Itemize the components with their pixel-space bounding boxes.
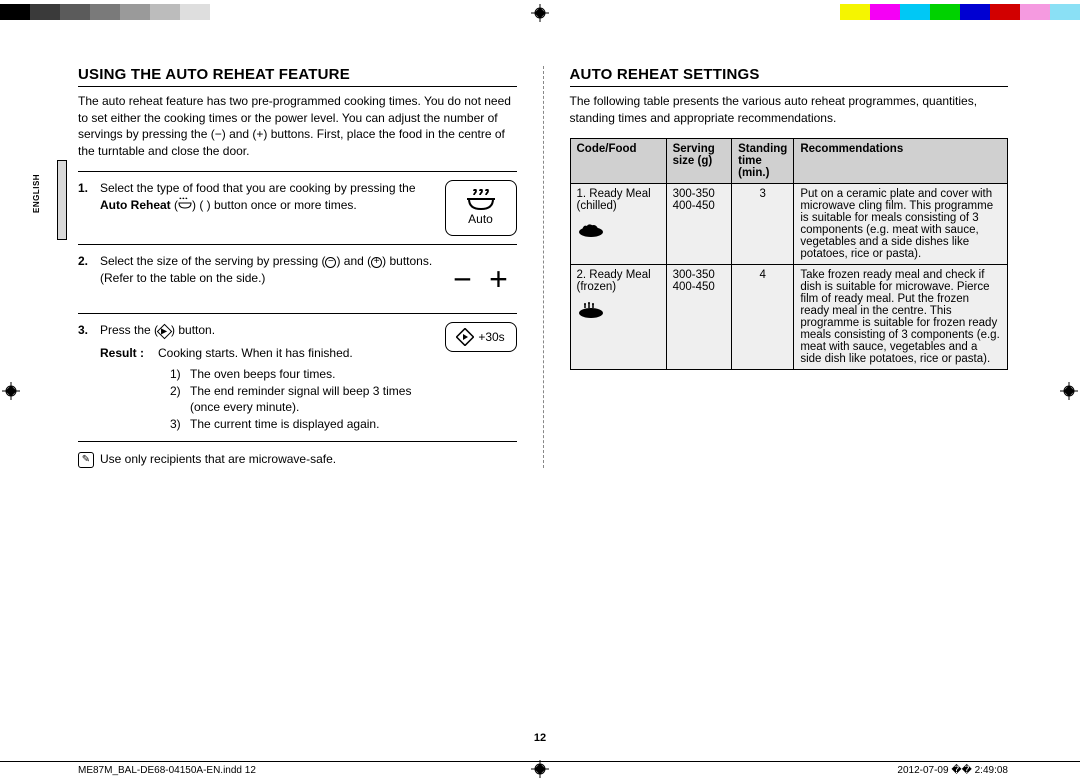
step-2: 2. Select the size of the serving by pre… (78, 244, 517, 313)
col-code-food: Code/Food (570, 139, 666, 184)
plus-inline-icon: + (371, 257, 382, 268)
registration-mark-top (531, 4, 549, 22)
step-1: 1. Select the type of food that you are … (78, 171, 517, 244)
cell-serving: 300-350400-450 (666, 184, 732, 265)
food-plate-icon (577, 301, 660, 322)
note: ✎ Use only recipients that are microwave… (78, 452, 517, 468)
auto-label: Auto (468, 211, 493, 228)
right-intro: The following table presents the various… (570, 93, 1009, 126)
cell-code-food: 1. Ready Meal(chilled) (570, 184, 666, 265)
col-standing: Standing time (min.) (732, 139, 794, 184)
plus-icon: + (489, 257, 508, 302)
language-label: ENGLISH (32, 174, 41, 213)
left-intro: The auto reheat feature has two pre-prog… (78, 93, 517, 159)
step-number: 2. (78, 253, 92, 270)
step-3: 3. Press the (▶) button. Result : Cookin… (78, 313, 517, 442)
minus-plus-icon-box: −+ (445, 253, 517, 305)
left-column: USING THE AUTO REHEAT FEATURE The auto r… (78, 66, 517, 468)
table-row: 1. Ready Meal(chilled)300-350400-4503Put… (570, 184, 1008, 265)
steam-bowl-icon (464, 189, 498, 211)
table-row: 2. Ready Meal(frozen)300-350400-4504Take… (570, 265, 1008, 370)
table-body: 1. Ready Meal(chilled)300-350400-4503Put… (570, 184, 1008, 370)
right-heading: AUTO REHEAT SETTINGS (570, 66, 1009, 87)
cell-recommendations: Take frozen ready meal and check if dish… (794, 265, 1008, 370)
step-body: Select the size of the serving by pressi… (100, 253, 437, 287)
cell-serving: 300-350400-450 (666, 265, 732, 370)
result-block: Result : Cooking starts. When it has fin… (100, 345, 437, 433)
page-number: 12 (0, 732, 1080, 744)
minus-icon: − (453, 257, 472, 302)
page: ENGLISH USING THE AUTO REHEAT FEATURE Th… (0, 0, 1080, 782)
plus-30s-label: +30s (478, 329, 504, 346)
footer: ME87M_BAL-DE68-04150A-EN.indd 12 2012-07… (0, 761, 1080, 776)
cell-standing: 3 (732, 184, 794, 265)
footer-left: ME87M_BAL-DE68-04150A-EN.indd 12 (78, 765, 256, 776)
cell-recommendations: Put on a ceramic plate and cover with mi… (794, 184, 1008, 265)
food-plate-icon (577, 220, 660, 241)
settings-table: Code/Food Serving size (g) Standing time… (570, 138, 1009, 370)
steps-list: 1. Select the type of food that you are … (78, 171, 517, 442)
start-30s-icon-box: +30s (445, 322, 517, 352)
cell-standing: 4 (732, 265, 794, 370)
col-serving: Serving size (g) (666, 139, 732, 184)
col-recommendations: Recommendations (794, 139, 1008, 184)
column-divider (543, 66, 544, 468)
minus-inline-icon: − (325, 257, 336, 268)
footer-right: 2012-07-09 �� 2:49:08 (897, 765, 1008, 776)
right-column: AUTO REHEAT SETTINGS The following table… (570, 66, 1009, 468)
note-icon: ✎ (78, 452, 94, 468)
result-sublist: 1)The oven beeps four times. 2)The end r… (158, 366, 437, 433)
start-inline-icon: ▶ (157, 323, 173, 339)
step-number: 1. (78, 180, 92, 197)
start-diamond-icon (456, 328, 474, 346)
registration-mark-left (2, 382, 20, 400)
auto-icon-box: Auto (445, 180, 517, 236)
step-body: Select the type of food that you are coo… (100, 180, 437, 214)
registration-mark-right (1060, 382, 1078, 400)
content-area: USING THE AUTO REHEAT FEATURE The auto r… (78, 66, 1008, 468)
step-number: 3. (78, 322, 92, 339)
language-tab: ENGLISH (57, 160, 67, 240)
step-body: Press the (▶) button. Result : Cooking s… (100, 322, 437, 433)
result-label: Result : (100, 345, 148, 362)
auto-reheat-inline-icon (178, 197, 192, 214)
table-header-row: Code/Food Serving size (g) Standing time… (570, 139, 1008, 184)
result-text: Cooking starts. When it has finished. 1)… (158, 345, 437, 433)
note-text: Use only recipients that are microwave-s… (100, 452, 336, 466)
left-heading: USING THE AUTO REHEAT FEATURE (78, 66, 517, 87)
cell-code-food: 2. Ready Meal(frozen) (570, 265, 666, 370)
